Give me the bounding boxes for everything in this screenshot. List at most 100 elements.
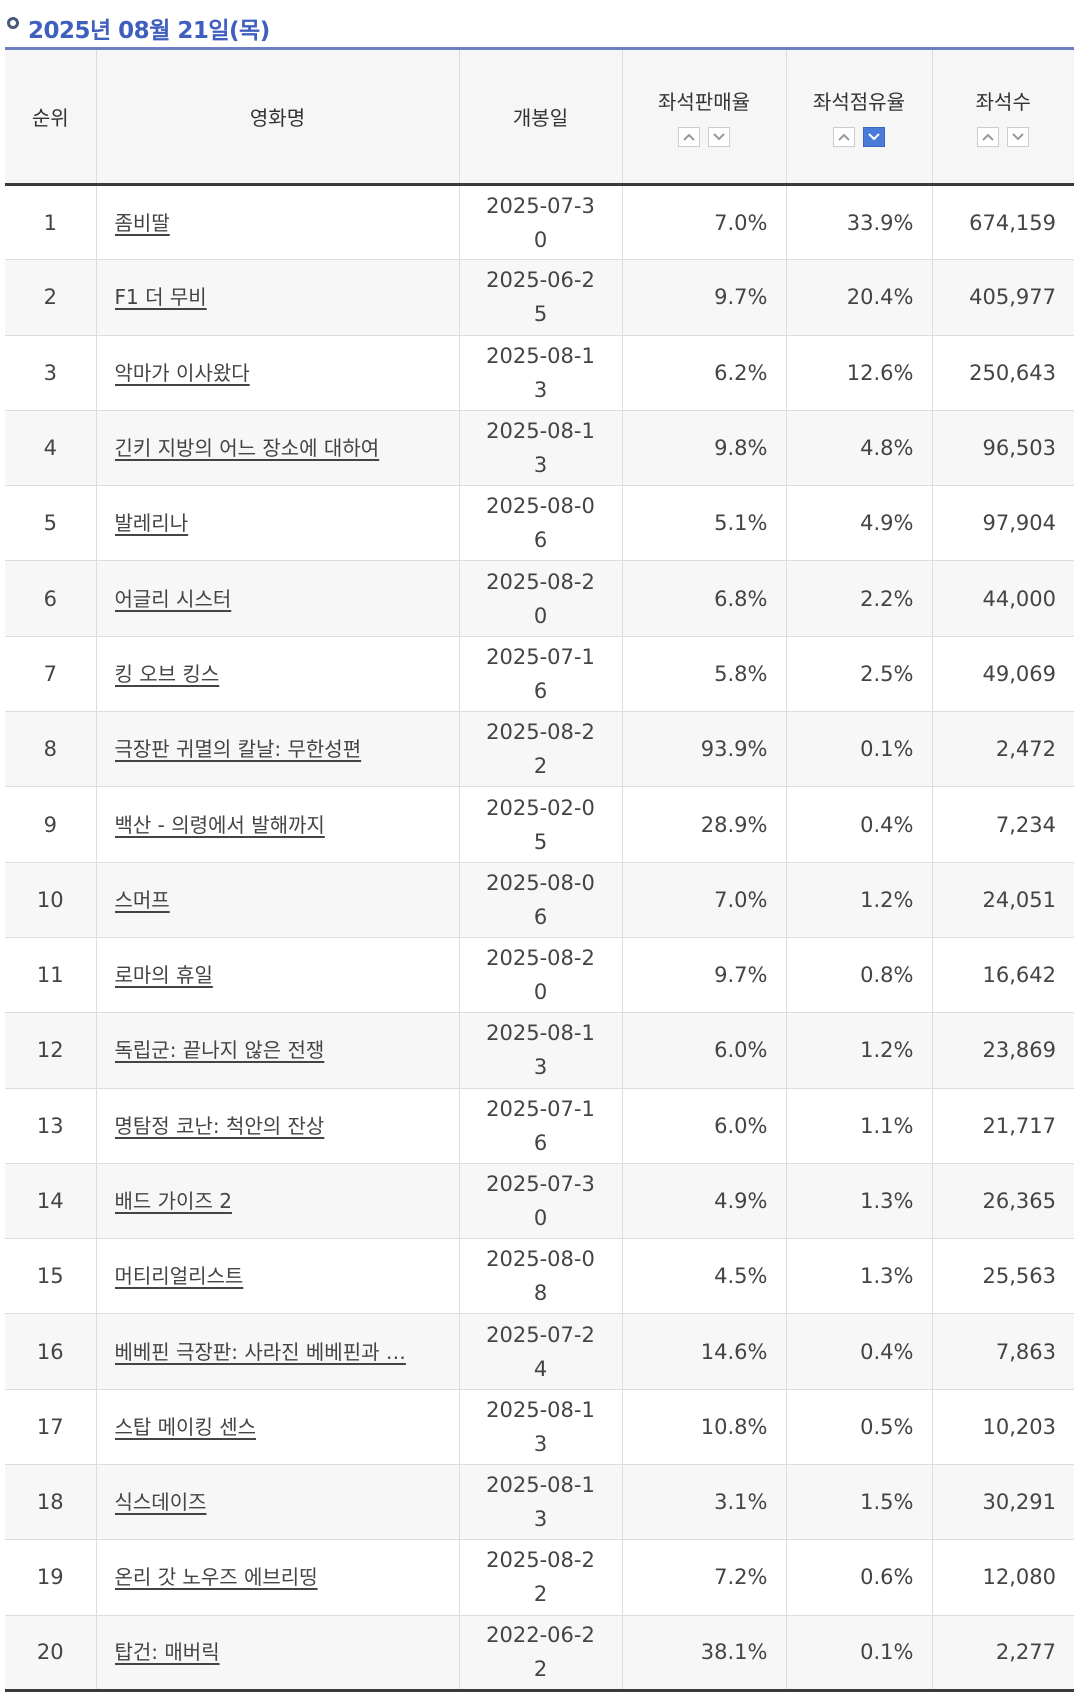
- date-header: 2025년 08월 21일(목): [28, 18, 270, 44]
- title-cell: 극장판 귀멸의 칼날: 무한성편: [95, 711, 459, 788]
- movie-title-link[interactable]: 어글리 시스터: [114, 586, 232, 611]
- movie-title-link[interactable]: 온리 갓 노우즈 에브리띵: [114, 1565, 318, 1590]
- sort-asc-share-rate-button[interactable]: [833, 127, 855, 147]
- title-cell: F1 더 무비: [95, 259, 459, 336]
- movie-title-link[interactable]: F1 더 무비: [114, 285, 207, 310]
- title-cell: 스머프: [95, 862, 459, 938]
- share-rate-cell: 0.5%: [785, 1389, 932, 1466]
- sort-desc-seats-button[interactable]: [1007, 127, 1030, 147]
- movie-title-link[interactable]: 백산 - 의령에서 발해까지: [114, 812, 325, 837]
- release-date-cell: 2025-07-30: [458, 1163, 622, 1240]
- title-cell: 배드 가이즈 2: [95, 1163, 459, 1240]
- table-row: 16 베베핀 극장판: 사라진 베베핀과 … 2025-07-24 14.6% 0.4%…: [5, 1313, 1074, 1390]
- movie-title-link[interactable]: 식스데이즈: [114, 1490, 207, 1515]
- movie-title-link[interactable]: 독립군: 끝나지 않은 전쟁: [114, 1038, 325, 1063]
- title-cell: 명탐정 코난: 척안의 잔상: [95, 1088, 459, 1164]
- column-header-rank: 순위: [5, 47, 96, 186]
- table-row: 10 스머프 2025-08-06 7.0% 1.2% 24,051: [5, 862, 1074, 938]
- table-row: 5 발레리나 2025-08-06 5.1% 4.9% 97,904: [5, 485, 1074, 562]
- share-rate-cell: 4.8%: [785, 410, 932, 487]
- sales-rate-cell: 3.1%: [621, 1464, 786, 1541]
- chevron-down-icon: [713, 133, 725, 141]
- sales-rate-cell: 9.7%: [621, 259, 786, 336]
- movie-title-link[interactable]: 악마가 이사왔다: [114, 360, 250, 385]
- seats-cell: 25,563: [931, 1238, 1074, 1315]
- sales-rate-cell: 93.9%: [621, 711, 786, 788]
- table-body: 1 좀비딸 2025-07-30 7.0% 33.9% 674,159 2 F1 더 무비 20…: [5, 184, 1074, 1692]
- share-rate-cell: 0.4%: [785, 786, 932, 863]
- sales-rate-cell: 9.7%: [621, 937, 786, 1014]
- movie-title-link[interactable]: 좀비딸: [114, 210, 170, 235]
- title-cell: 스탑 메이킹 센스: [95, 1389, 459, 1466]
- movie-title-link[interactable]: 극장판 귀멸의 칼날: 무한성편: [114, 737, 362, 762]
- movie-title-link[interactable]: 킹 오브 킹스: [114, 661, 220, 686]
- share-rate-cell: 12.6%: [785, 335, 932, 411]
- movie-title-link[interactable]: 스탑 메이킹 센스: [114, 1414, 257, 1439]
- rank-cell: 12: [5, 1012, 96, 1089]
- movie-title-link[interactable]: 발레리나: [114, 511, 189, 536]
- seats-cell: 2,472: [931, 711, 1074, 788]
- table-row: 7 킹 오브 킹스 2025-07-16 5.8% 2.5% 49,069: [5, 636, 1074, 713]
- title-cell: 로마의 휴일: [95, 937, 459, 1014]
- sales-rate-cell: 6.8%: [621, 560, 786, 637]
- table-row: 4 긴키 지방의 어느 장소에 대하여 2025-08-13 9.8% 4.8% 96,5…: [5, 410, 1074, 487]
- table-row: 3 악마가 이사왔다 2025-08-13 6.2% 12.6% 250,643: [5, 335, 1074, 411]
- table-row: 15 머티리얼리스트 2025-08-08 4.5% 1.3% 25,563: [5, 1238, 1074, 1315]
- table-row: 1 좀비딸 2025-07-30 7.0% 33.9% 674,159: [5, 184, 1074, 261]
- rank-cell: 7: [5, 636, 96, 713]
- table-row: 12 독립군: 끝나지 않은 전쟁 2025-08-13 6.0% 1.2% 23,869: [5, 1012, 1074, 1089]
- sales-rate-cell: 9.8%: [621, 410, 786, 487]
- sort-desc-sales-rate-button[interactable]: [708, 127, 730, 147]
- sales-rate-cell: 6.2%: [621, 335, 786, 411]
- seats-cell: 23,869: [931, 1012, 1074, 1089]
- column-header-sales-rate: 좌석판매율: [621, 47, 786, 186]
- rank-cell: 5: [5, 485, 96, 562]
- rank-cell: 1: [5, 184, 96, 261]
- title-cell: 머티리얼리스트: [95, 1238, 459, 1315]
- column-header-share-rate: 좌석점유율: [785, 47, 932, 186]
- seats-cell: 97,904: [931, 485, 1074, 562]
- sort-asc-seats-button[interactable]: [977, 127, 1000, 147]
- share-rate-cell: 2.2%: [785, 560, 932, 637]
- sales-rate-cell: 7.0%: [621, 184, 786, 261]
- rank-cell: 2: [5, 259, 96, 336]
- sales-rate-cell: 4.9%: [621, 1163, 786, 1240]
- rank-cell: 20: [5, 1615, 96, 1692]
- chevron-up-icon: [838, 133, 850, 141]
- sort-asc-sales-rate-button[interactable]: [678, 127, 700, 147]
- rank-cell: 3: [5, 335, 96, 411]
- movie-title-link[interactable]: 탑건: 매버릭: [114, 1640, 220, 1665]
- rank-cell: 13: [5, 1088, 96, 1164]
- movie-title-link[interactable]: 스머프: [114, 887, 170, 912]
- release-date-cell: 2025-08-06: [458, 485, 622, 562]
- movie-title-link[interactable]: 배드 가이즈 2: [114, 1189, 232, 1213]
- release-date-cell: 2025-08-22: [458, 1539, 622, 1616]
- movie-title-link[interactable]: 긴키 지방의 어느 장소에 대하여: [114, 436, 380, 461]
- movie-title-link[interactable]: 명탐정 코난: 척안의 잔상: [114, 1113, 325, 1138]
- sort-desc-share-rate-button[interactable]: [863, 127, 885, 147]
- sales-rate-cell: 7.0%: [621, 862, 786, 938]
- rank-cell: 16: [5, 1313, 96, 1390]
- table-row: 20 탑건: 매버릭 2022-06-22 38.1% 0.1% 2,277: [5, 1615, 1074, 1692]
- table-row: 11 로마의 휴일 2025-08-20 9.7% 0.8% 16,642: [5, 937, 1074, 1014]
- sales-rate-cell: 7.2%: [621, 1539, 786, 1616]
- movie-title-link[interactable]: 머티리얼리스트: [114, 1264, 244, 1289]
- sales-rate-cell: 10.8%: [621, 1389, 786, 1466]
- chevron-up-icon: [683, 133, 695, 141]
- movie-title-link[interactable]: 로마의 휴일: [114, 963, 213, 988]
- release-date-cell: 2025-07-30: [458, 184, 622, 261]
- title-cell: 발레리나: [95, 485, 459, 562]
- table-row: 2 F1 더 무비 2025-06-25 9.7% 20.4% 405,977: [5, 259, 1074, 336]
- rank-cell: 14: [5, 1163, 96, 1240]
- title-cell: 베베핀 극장판: 사라진 베베핀과 …: [95, 1313, 459, 1390]
- release-date-cell: 2025-07-16: [458, 1088, 622, 1164]
- movie-title-link[interactable]: 베베핀 극장판: 사라진 베베핀과 …: [114, 1339, 406, 1364]
- chevron-down-icon: [868, 133, 880, 141]
- title-cell: 좀비딸: [95, 184, 459, 261]
- release-date-cell: 2025-08-13: [458, 1012, 622, 1089]
- release-date-cell: 2025-08-13: [458, 410, 622, 487]
- seats-cell: 26,365: [931, 1163, 1074, 1240]
- table-row: 14 배드 가이즈 2 2025-07-30 4.9% 1.3% 26,365: [5, 1163, 1074, 1240]
- column-header-seats: 좌석수: [931, 47, 1074, 186]
- sales-rate-cell: 5.8%: [621, 636, 786, 713]
